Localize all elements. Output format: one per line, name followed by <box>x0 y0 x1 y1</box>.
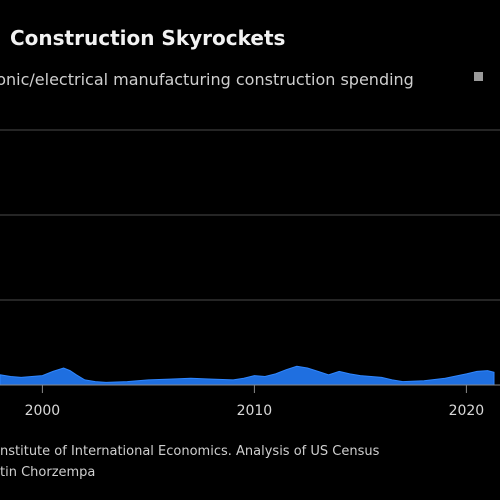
source-line-2: tin Chorzempa <box>0 465 96 480</box>
legend-swatch <box>474 72 483 81</box>
source-note: nstitute of International Economics. Ana… <box>0 441 379 483</box>
chart-subtitle: ronic/electrical manufacturing construct… <box>0 70 414 89</box>
chart-grid <box>0 129 500 301</box>
source-line-1: nstitute of International Economics. Ana… <box>0 444 380 459</box>
series-area <box>0 365 495 386</box>
x-tick-label: 2000 <box>25 403 61 419</box>
x-tick-label: 2020 <box>449 403 485 419</box>
chart-title: Construction Skyrockets <box>10 26 286 50</box>
x-tick-label: 2010 <box>237 403 273 419</box>
